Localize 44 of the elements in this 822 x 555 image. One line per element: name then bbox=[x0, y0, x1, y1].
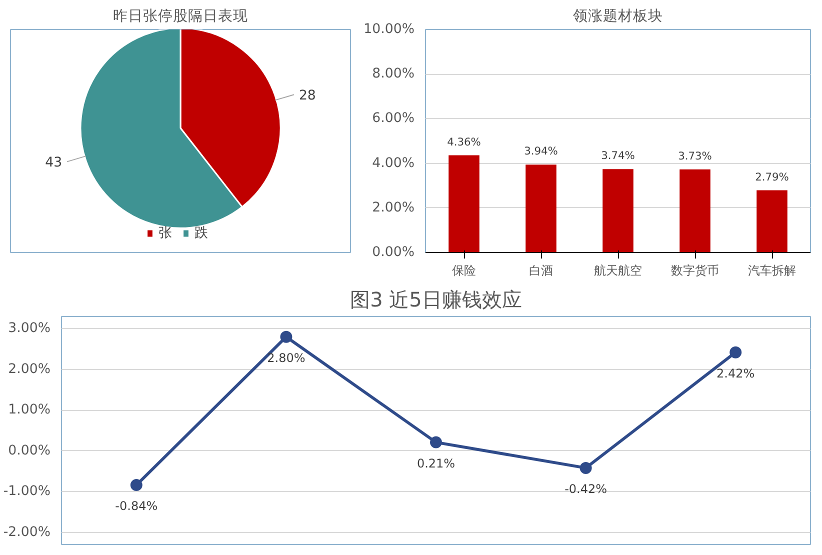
data-label: 3.74% bbox=[601, 149, 635, 162]
y-tick-label: -1.00% bbox=[3, 484, 51, 500]
y-tick-label: 8.00% bbox=[372, 66, 415, 82]
data-label: -0.84% bbox=[115, 499, 158, 514]
data-label: 3.73% bbox=[678, 149, 712, 162]
bar bbox=[448, 155, 480, 252]
point bbox=[280, 330, 292, 343]
y-tick-label: 10.00% bbox=[364, 22, 415, 37]
y-tick-label: -2.00% bbox=[3, 524, 51, 540]
chart-title: 昨日张停股隔日表现 bbox=[113, 8, 248, 24]
chart-title: 图3 近5日赚钱效应 bbox=[350, 288, 522, 312]
y-tick-label: 0.00% bbox=[8, 443, 51, 458]
data-label: 3.94% bbox=[524, 144, 558, 158]
data-label: 28 bbox=[298, 88, 316, 104]
chart-title: 领涨题材板块 bbox=[573, 8, 663, 24]
data-label: 4.36% bbox=[447, 135, 481, 148]
bar bbox=[526, 164, 556, 252]
y-tick-label: 0.00% bbox=[372, 245, 415, 260]
point bbox=[580, 462, 592, 474]
data-label: 2.80% bbox=[267, 350, 306, 365]
x-tick-label: 数字货币 bbox=[671, 264, 719, 278]
data-label: 2.79% bbox=[755, 170, 789, 184]
bar bbox=[602, 169, 634, 252]
x-tick-label: 保险 bbox=[452, 264, 476, 278]
x-tick-label: 汽车拆解 bbox=[748, 264, 796, 278]
y-tick-label: 3.00% bbox=[8, 321, 51, 336]
data-label: 2.42% bbox=[716, 366, 755, 380]
bar bbox=[756, 190, 788, 252]
x-tick-label: 白酒 bbox=[529, 264, 553, 278]
y-tick-label: 2.00% bbox=[8, 362, 51, 377]
point bbox=[430, 436, 442, 448]
y-tick-label: 4.00% bbox=[372, 156, 415, 171]
point bbox=[130, 479, 142, 492]
point bbox=[730, 346, 742, 358]
x-tick-label: 航天航空 bbox=[594, 264, 642, 278]
y-tick-label: 2.00% bbox=[372, 200, 415, 216]
data-label: -0.42% bbox=[564, 482, 608, 496]
y-tick-label: 1.00% bbox=[8, 402, 51, 418]
bar bbox=[680, 169, 710, 252]
legend-label: 跌 bbox=[194, 225, 208, 242]
data-label: 0.21% bbox=[416, 456, 456, 470]
y-tick-label: 6.00% bbox=[372, 111, 415, 126]
legend-label: 张 bbox=[158, 225, 172, 242]
data-label: 43 bbox=[45, 156, 62, 171]
